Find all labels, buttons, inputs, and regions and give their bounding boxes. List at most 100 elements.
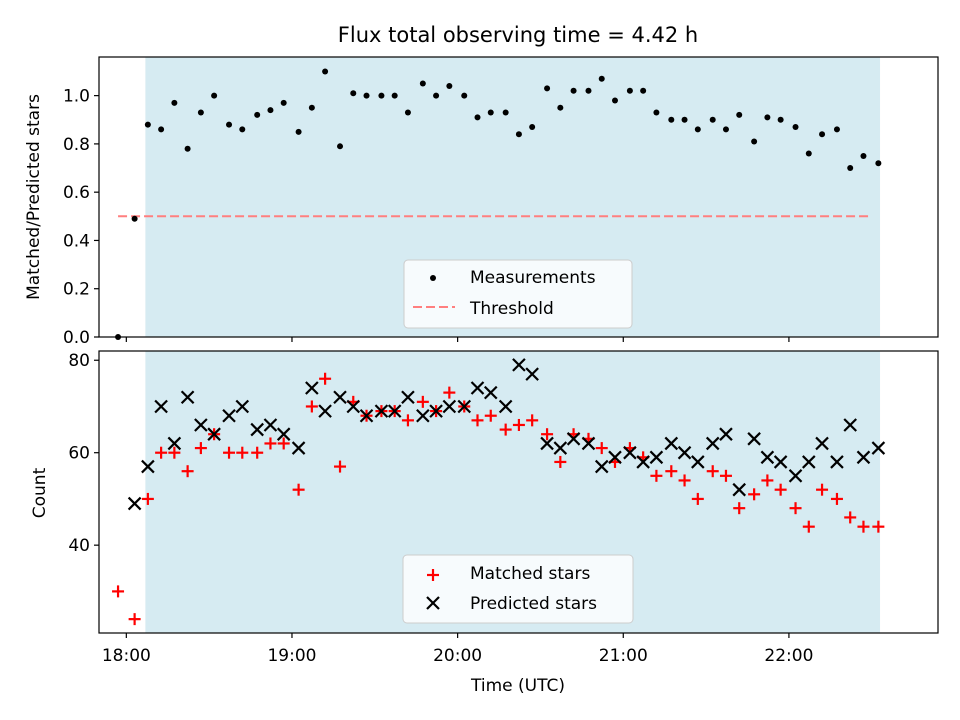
matched-star-point [141, 492, 154, 505]
predicted-star-point [664, 436, 679, 451]
matched-star-point [319, 372, 332, 385]
measurement-point [239, 126, 246, 133]
x-tick-label: 21:00 [599, 646, 648, 666]
measurement-point [557, 104, 564, 111]
predicted-star-point [732, 482, 747, 497]
legend-predicted-label: Predicted stars [470, 594, 597, 614]
top-y-axis-label: Matched/Predicted stars [24, 94, 44, 300]
top-y-tick-label: 0.6 [63, 183, 90, 203]
predicted-star-point [498, 399, 513, 414]
measurement-point [709, 116, 716, 123]
predicted-star-point [250, 422, 264, 437]
matched-star-point [691, 492, 704, 505]
bottom-y-axis-label: Count [30, 467, 50, 518]
matched-star-point [816, 483, 829, 496]
measurement-point [404, 109, 411, 116]
matched-star-point [128, 613, 141, 626]
measurement-point [805, 150, 812, 157]
chart-title: Flux total observing time = 4.42 h [338, 23, 698, 47]
matched-star-point [499, 423, 512, 436]
legend-threshold-label: Threshold [469, 299, 554, 319]
predicted-star-point [305, 381, 319, 395]
predicted-star-point [263, 418, 278, 432]
predicted-star-point [222, 408, 236, 423]
measurement-point [653, 109, 660, 116]
bottom-y-ticks: 40 60 80 [68, 351, 99, 556]
measurement-point [847, 165, 854, 172]
predicted-star-point [276, 427, 291, 441]
x-tick-label: 18:00 [102, 646, 151, 666]
measurement-point [211, 92, 218, 99]
measurement-point [131, 215, 138, 222]
matched-star-point [526, 414, 539, 427]
measurement-point [777, 116, 784, 123]
measurement-point [171, 99, 178, 106]
predicted-star-point [207, 427, 221, 441]
top-legend: Measurements Threshold [403, 259, 633, 329]
measurement-point [144, 121, 151, 128]
predicted-star-point [719, 427, 733, 441]
predicted-star-point [623, 445, 637, 460]
matched-star-point [236, 446, 249, 459]
measurement-point [280, 99, 287, 106]
predicted-star-point [773, 455, 788, 469]
x-tick-label: 20:00 [433, 646, 482, 666]
measurement-point [254, 111, 261, 118]
bottom-y-tick-label: 80 [68, 351, 90, 371]
predicted-star-point [429, 404, 443, 418]
legend-measurements-label: Measurements [470, 268, 596, 288]
predicted-star-point [180, 390, 195, 405]
measurement-point [833, 126, 840, 133]
measurement-point [474, 114, 481, 121]
predicted-star-point [649, 450, 664, 465]
predicted-star-point [359, 408, 374, 423]
matched-star-point [264, 437, 277, 450]
predicted-star-point [636, 455, 650, 469]
matched-star-point [181, 465, 194, 478]
predicted-star-point [830, 455, 844, 469]
measurement-point [337, 143, 344, 150]
measurement-point [502, 109, 509, 116]
predicted-star-point [705, 436, 720, 451]
measurement-point [626, 87, 633, 94]
matched-star-point [194, 442, 207, 455]
predicted-star-point [318, 404, 332, 418]
measurement-point [736, 111, 743, 118]
predicted-star-point [747, 432, 761, 446]
bottom-axes-frame [98, 350, 939, 634]
measurement-point [158, 126, 165, 133]
matched-star-point [416, 395, 429, 408]
matched-star-point [512, 418, 525, 431]
measurement-point [598, 75, 605, 82]
matched-star-point [774, 483, 787, 496]
predicted-star-point [416, 408, 430, 423]
predicted-star-point [512, 358, 526, 372]
predicted-star-point [871, 441, 886, 455]
predicted-star-point [154, 399, 168, 414]
matched-star-point [595, 442, 608, 455]
top-y-tick-label: 0.8 [63, 135, 90, 155]
matched-star-point [733, 502, 746, 515]
measurement-point [751, 138, 758, 145]
measurement-point [544, 85, 551, 92]
legend-matched-marker [427, 569, 439, 581]
matched-star-point [554, 455, 567, 468]
top-axes: 0.0 0.2 0.4 0.6 0.8 1.0 Matched/Predicted sta… [24, 56, 939, 348]
predicted-star-point [608, 450, 622, 465]
x-axis-label: Time (UTC) [470, 676, 565, 696]
measurement-point [860, 152, 867, 159]
measurement-point [308, 104, 315, 111]
top-y-tick-label: 0.0 [63, 328, 90, 348]
measurement-point [792, 124, 799, 130]
measurement-point [461, 92, 468, 99]
predicted-star-point [442, 399, 457, 414]
measurement-point [350, 90, 357, 97]
measurement-point [322, 68, 329, 75]
measurement-point [694, 126, 701, 133]
measurement-point [640, 87, 647, 94]
predicted-star-point [346, 399, 361, 414]
predicted-star-point [141, 459, 155, 474]
predicted-star-point [581, 436, 596, 451]
top-axes-frame [98, 56, 939, 338]
